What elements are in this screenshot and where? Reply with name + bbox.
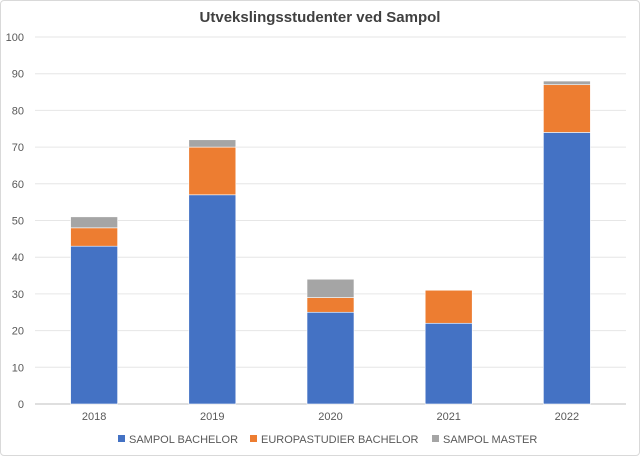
bar-segment-europastudier-bachelor [188, 146, 237, 196]
y-tick-label: 40 [12, 252, 24, 264]
bar-segment-sampol-bachelor [543, 132, 591, 405]
x-tick-label: 2020 [318, 411, 342, 423]
y-tick-label: 80 [12, 105, 24, 117]
bar-segment-sampol-master [306, 278, 355, 298]
y-tick-label: 30 [12, 289, 24, 301]
x-tick-label: 2021 [436, 411, 460, 423]
legend-label: EUROPASTUDIER BACHELOR [261, 434, 419, 446]
legend-label: SAMPOL BACHELOR [129, 434, 238, 446]
bar-segment-europastudier-bachelor [424, 289, 473, 324]
bar-segment-europastudier-bachelor [306, 297, 355, 313]
bar-segment-europastudier-bachelor [70, 227, 118, 247]
bar-segment-europastudier-bachelor [543, 84, 591, 133]
y-tick-label: 60 [12, 179, 24, 191]
x-tick-label: 2018 [82, 411, 106, 423]
y-tick-label: 50 [12, 216, 24, 228]
y-tick-label: 100 [6, 32, 24, 44]
bar-segment-sampol-bachelor [424, 322, 473, 405]
bar-segment-sampol-bachelor [306, 311, 355, 405]
y-tick-label: 20 [12, 326, 24, 338]
y-tick-label: 70 [12, 142, 24, 154]
y-tick-label: 90 [12, 69, 24, 81]
x-tick-label: 2022 [555, 411, 579, 423]
legend-swatch [118, 435, 125, 442]
legend-swatch [432, 435, 439, 442]
bar-segment-sampol-bachelor [70, 245, 118, 405]
y-tick-label: 0 [18, 399, 24, 411]
x-tick-label: 2019 [200, 411, 224, 423]
chart-title: Utvekslingsstudenter ved Sampol [200, 9, 441, 26]
bar-segment-sampol-master [543, 80, 591, 86]
legend-swatch [250, 435, 257, 442]
bar-segment-sampol-bachelor [188, 194, 237, 405]
y-tick-label: 10 [12, 362, 24, 374]
bar-segment-sampol-master [188, 139, 237, 148]
bar-segment-sampol-master [70, 216, 118, 229]
legend-label: SAMPOL MASTER [443, 434, 537, 446]
